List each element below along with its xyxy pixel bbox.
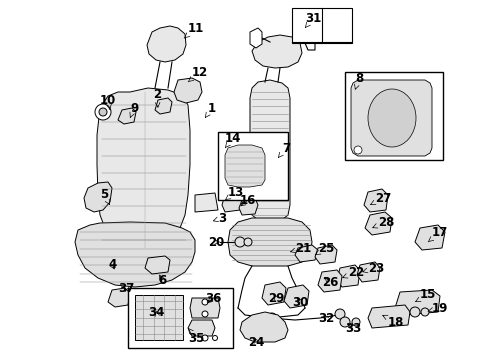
- Text: 1: 1: [205, 102, 216, 117]
- Text: 35: 35: [187, 329, 204, 345]
- Circle shape: [266, 313, 276, 323]
- Text: 19: 19: [427, 302, 447, 315]
- Polygon shape: [251, 35, 302, 68]
- Polygon shape: [284, 285, 308, 308]
- Circle shape: [409, 307, 419, 317]
- Polygon shape: [227, 218, 311, 266]
- Circle shape: [244, 238, 251, 246]
- Polygon shape: [367, 305, 409, 328]
- Polygon shape: [155, 98, 172, 114]
- Text: 34: 34: [148, 306, 164, 319]
- Polygon shape: [363, 189, 387, 212]
- Polygon shape: [262, 282, 285, 305]
- Circle shape: [202, 311, 207, 317]
- Text: 10: 10: [100, 94, 116, 109]
- Polygon shape: [174, 78, 202, 103]
- Circle shape: [99, 108, 107, 116]
- Bar: [218, 132, 287, 200]
- Text: 33: 33: [345, 321, 361, 334]
- Text: 6: 6: [158, 274, 166, 287]
- Polygon shape: [97, 88, 190, 248]
- Polygon shape: [75, 222, 195, 287]
- Text: 37: 37: [118, 282, 134, 294]
- Circle shape: [235, 237, 244, 247]
- Text: 25: 25: [315, 242, 334, 255]
- Polygon shape: [314, 245, 336, 264]
- Text: 20: 20: [207, 235, 224, 248]
- Circle shape: [202, 299, 207, 305]
- Polygon shape: [108, 288, 130, 307]
- Text: 17: 17: [427, 225, 447, 242]
- Bar: [345, 72, 442, 160]
- Text: 9: 9: [130, 102, 138, 117]
- Text: 16: 16: [240, 194, 256, 207]
- Polygon shape: [224, 145, 264, 187]
- Bar: [291, 8, 351, 43]
- Text: 24: 24: [247, 336, 264, 348]
- Circle shape: [334, 309, 345, 319]
- Polygon shape: [350, 80, 431, 156]
- Text: 4: 4: [108, 258, 116, 271]
- Circle shape: [353, 146, 361, 154]
- Polygon shape: [249, 80, 289, 222]
- Text: 12: 12: [188, 66, 208, 82]
- Text: 3: 3: [213, 211, 225, 225]
- Circle shape: [95, 104, 111, 120]
- Text: 15: 15: [415, 288, 435, 302]
- Circle shape: [351, 318, 359, 326]
- Polygon shape: [240, 312, 287, 342]
- Polygon shape: [317, 270, 341, 292]
- Circle shape: [212, 336, 217, 341]
- Polygon shape: [394, 290, 439, 315]
- Polygon shape: [190, 298, 220, 318]
- Text: 23: 23: [362, 261, 384, 274]
- Text: 13: 13: [225, 185, 244, 200]
- Polygon shape: [84, 182, 112, 212]
- Text: 7: 7: [278, 141, 289, 158]
- Text: 5: 5: [100, 189, 109, 204]
- Text: 31: 31: [305, 12, 321, 27]
- Polygon shape: [187, 320, 215, 336]
- Text: 8: 8: [354, 72, 363, 89]
- Polygon shape: [222, 193, 243, 212]
- Text: 26: 26: [321, 275, 338, 288]
- Text: 30: 30: [291, 296, 307, 309]
- Ellipse shape: [367, 89, 415, 147]
- Text: 2: 2: [153, 89, 161, 107]
- Polygon shape: [135, 295, 183, 340]
- Polygon shape: [364, 212, 391, 235]
- Bar: [128, 288, 232, 348]
- Text: 27: 27: [370, 192, 390, 205]
- Text: 18: 18: [382, 315, 404, 328]
- Text: 22: 22: [342, 266, 364, 279]
- Polygon shape: [118, 108, 136, 124]
- Polygon shape: [145, 256, 170, 274]
- Text: 29: 29: [267, 292, 284, 305]
- Polygon shape: [147, 26, 185, 62]
- Polygon shape: [356, 262, 379, 282]
- Text: 11: 11: [184, 22, 204, 38]
- Text: 36: 36: [204, 292, 221, 305]
- Polygon shape: [239, 198, 258, 215]
- Text: 32: 32: [317, 311, 334, 324]
- Text: 21: 21: [290, 242, 311, 255]
- Circle shape: [339, 317, 349, 327]
- Polygon shape: [249, 28, 262, 48]
- Polygon shape: [195, 193, 218, 212]
- Text: 14: 14: [224, 131, 241, 148]
- Circle shape: [202, 335, 207, 341]
- Polygon shape: [336, 265, 359, 287]
- Text: 28: 28: [372, 216, 393, 229]
- Polygon shape: [294, 245, 317, 262]
- Polygon shape: [414, 225, 444, 250]
- Circle shape: [420, 308, 428, 316]
